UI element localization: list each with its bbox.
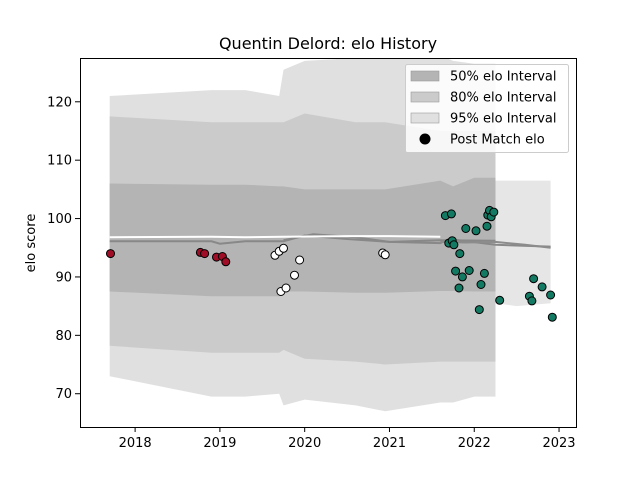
point-s2-20	[495, 295, 505, 305]
legend-swatch-2	[410, 112, 440, 124]
point-s0-5	[221, 257, 231, 267]
legend-label-2: 95% elo Interval	[450, 112, 557, 127]
y-axis-label: elo score	[24, 214, 39, 273]
legend-swatch-0	[410, 70, 440, 82]
point-s1-4	[281, 283, 291, 293]
point-s2-8	[457, 272, 467, 282]
point-s2-1	[446, 209, 456, 219]
legend-label-0: 50% elo Interval	[450, 70, 557, 85]
chart-title: Quentin Delord: elo History	[219, 34, 437, 53]
legend-swatch-1	[410, 91, 440, 103]
post-match-points	[106, 205, 557, 322]
point-s2-6	[454, 283, 464, 293]
point-s2-9	[461, 224, 471, 233]
point-s2-23	[529, 274, 539, 284]
point-s2-15	[482, 221, 492, 231]
point-s2-5	[451, 266, 461, 276]
point-s1-8	[380, 250, 390, 260]
point-s1-6	[295, 255, 305, 265]
y-tick-label-120: 120	[47, 95, 72, 110]
point-s2-12	[474, 305, 484, 315]
x-tick-label-2023: 2023	[542, 436, 575, 451]
point-s2-10	[464, 266, 474, 275]
mean-line-1	[283, 233, 551, 248]
legend-label-1: 80% elo Interval	[450, 91, 557, 106]
y-tick-label-70: 70	[55, 387, 72, 402]
y-tick-label-110: 110	[47, 154, 72, 169]
point-s2-22	[527, 296, 537, 306]
point-s1-5	[290, 270, 299, 280]
point-s1-2	[279, 243, 288, 253]
legend: 50% elo Interval 80% elo Interval 95% elo …	[405, 64, 569, 153]
x-tick-label-2021: 2021	[373, 436, 406, 451]
band-95-tail	[495, 180, 551, 307]
y-tick-label-90: 90	[55, 270, 72, 285]
y-tick-label-80: 80	[55, 329, 72, 344]
x-tick-label-2019: 2019	[203, 436, 236, 451]
point-s2-14	[479, 268, 489, 278]
legend-label-3: Post Match elo	[450, 133, 545, 148]
plot-area	[106, 58, 557, 412]
plot-frame	[80, 58, 577, 428]
mean-line-3	[109, 235, 441, 239]
point-s2-26	[547, 312, 557, 322]
point-s2-7	[455, 249, 465, 259]
legend-frame	[405, 64, 569, 153]
x-tick-label-2022: 2022	[458, 436, 491, 451]
x-axis: 2018 2019 2020 2021 2022 2023	[119, 427, 576, 451]
point-s2-24	[537, 282, 547, 292]
x-tick-label-2018: 2018	[119, 436, 152, 451]
point-s2-25	[546, 290, 556, 300]
y-tick-label-100: 100	[47, 212, 72, 227]
y-axis: 70 80 90 100 110 120	[47, 95, 80, 402]
point-s0-0	[106, 249, 115, 259]
point-s0-2	[200, 249, 210, 259]
legend-marker-3	[419, 133, 431, 145]
point-s2-4	[449, 240, 459, 250]
point-s2-11	[471, 226, 481, 236]
x-tick-label-2020: 2020	[288, 436, 321, 451]
point-s2-13	[476, 280, 486, 289]
point-s2-19	[489, 207, 499, 217]
